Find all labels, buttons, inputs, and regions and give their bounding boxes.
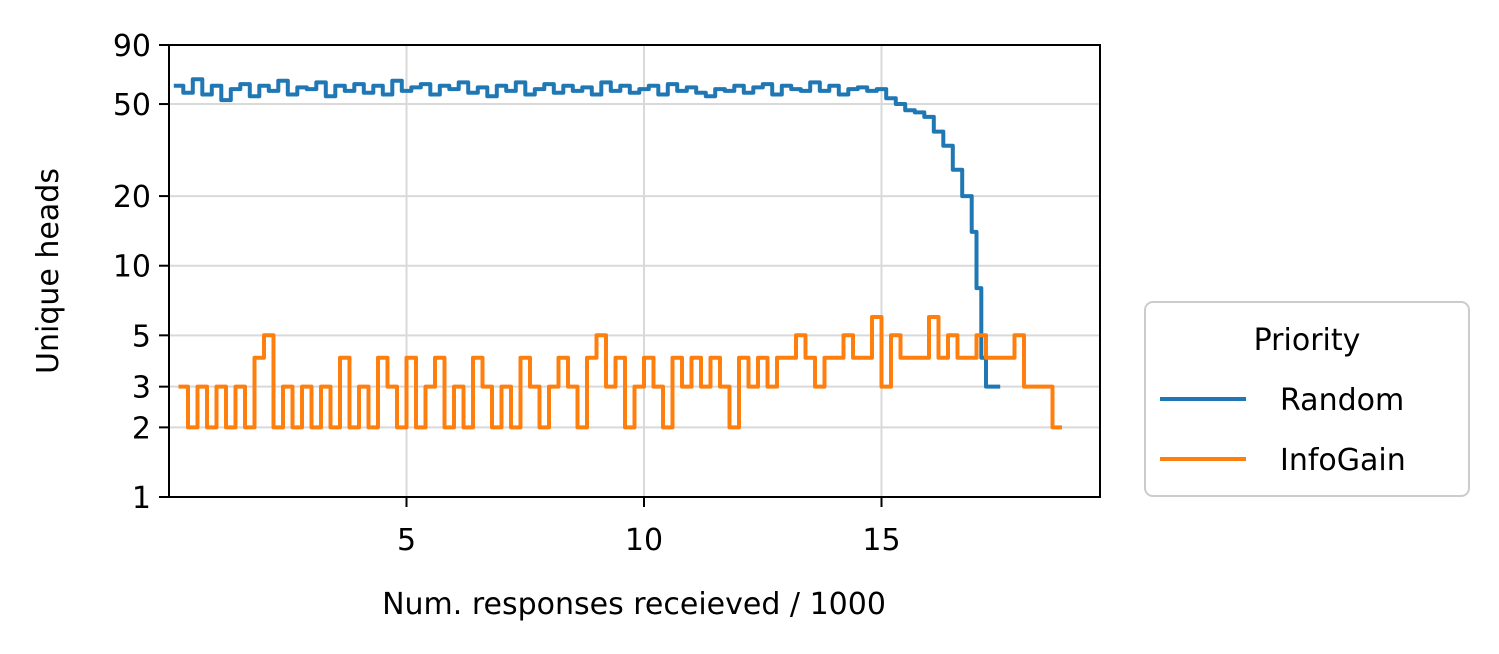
y-tick-label: 5 bbox=[132, 319, 151, 354]
y-axis-ticks: 1 2 3 5 10 20 50 90 bbox=[113, 29, 169, 516]
y-tick-label: 3 bbox=[132, 371, 151, 406]
x-tick-label: 10 bbox=[625, 523, 663, 558]
series-line-infogain bbox=[178, 315, 1062, 430]
x-axis-ticks: 5 10 15 bbox=[397, 497, 901, 558]
y-tick-label: 20 bbox=[113, 180, 151, 215]
legend: Priority Random InfoGain bbox=[1144, 301, 1470, 497]
y-tick-label: 2 bbox=[132, 411, 151, 446]
legend-label-random: Random bbox=[1280, 383, 1404, 418]
y-tick-label: 10 bbox=[113, 250, 151, 285]
x-tick-label: 5 bbox=[397, 523, 416, 558]
x-tick-label: 15 bbox=[862, 523, 900, 558]
y-axis-label: Unique heads bbox=[31, 168, 66, 374]
legend-box bbox=[1144, 301, 1470, 497]
series-layer bbox=[173, 77, 1062, 430]
legend-label-infogain: InfoGain bbox=[1280, 443, 1406, 478]
series-line-random bbox=[173, 77, 1001, 389]
y-tick-label: 1 bbox=[132, 481, 151, 516]
y-tick-label: 90 bbox=[113, 29, 151, 64]
plot-area-frame bbox=[168, 44, 1101, 498]
x-axis-label: Num. responses receieved / 1000 bbox=[382, 587, 886, 622]
legend-title: Priority bbox=[1254, 323, 1361, 358]
y-tick-label: 50 bbox=[113, 88, 151, 123]
